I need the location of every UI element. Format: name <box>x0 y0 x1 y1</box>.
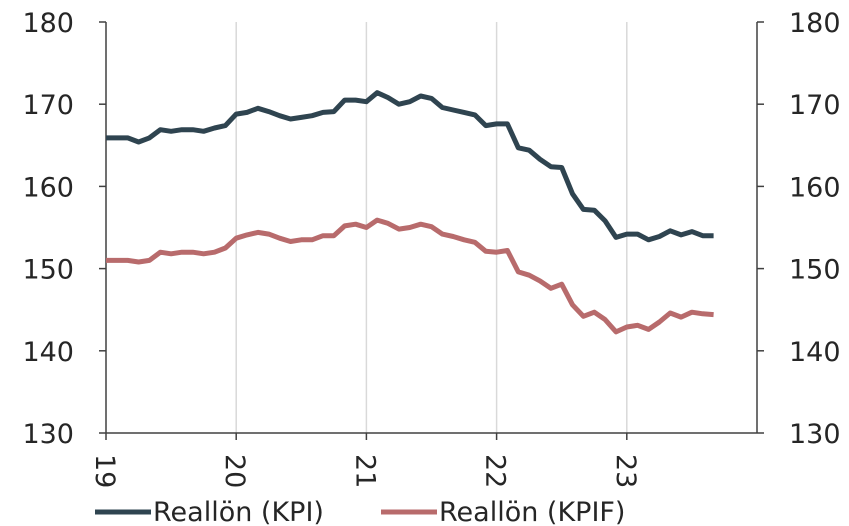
x-tick-label: 22 <box>480 454 511 488</box>
x-tick-label: 20 <box>219 454 250 488</box>
left-tick-label: 150 <box>22 255 74 286</box>
right-tick-label: 140 <box>789 337 841 368</box>
right-y-axis-ticks: 130 140 150 160 170 180 <box>757 8 841 450</box>
x-tick-label: 21 <box>349 454 380 488</box>
series-line-kpif <box>106 217 714 335</box>
x-tick-label: 19 <box>89 454 120 488</box>
left-tick-label: 170 <box>22 90 74 121</box>
left-y-axis-ticks: 130 140 150 160 170 180 <box>22 8 106 450</box>
right-tick-label: 180 <box>789 8 841 39</box>
left-tick-label: 180 <box>22 8 74 39</box>
series-lines <box>106 90 714 335</box>
chart-axes <box>105 22 758 434</box>
x-axis-ticks: 19 20 21 22 23 <box>89 433 641 488</box>
right-tick-label: 160 <box>789 172 841 203</box>
legend-label-kpif: Reallön (KPIF) <box>439 497 625 526</box>
right-tick-label: 170 <box>789 90 841 121</box>
right-tick-label: 130 <box>789 419 841 450</box>
legend: Reallön (KPI) Reallön (KPIF) <box>95 497 625 526</box>
x-tick-label: 23 <box>610 454 641 488</box>
right-tick-label: 150 <box>789 255 841 286</box>
left-tick-label: 140 <box>22 337 74 368</box>
legend-label-kpi: Reallön (KPI) <box>153 497 324 526</box>
series-line-kpi <box>106 90 714 243</box>
left-tick-label: 130 <box>22 419 74 450</box>
vertical-gridlines <box>235 22 628 433</box>
left-tick-label: 160 <box>22 172 74 203</box>
